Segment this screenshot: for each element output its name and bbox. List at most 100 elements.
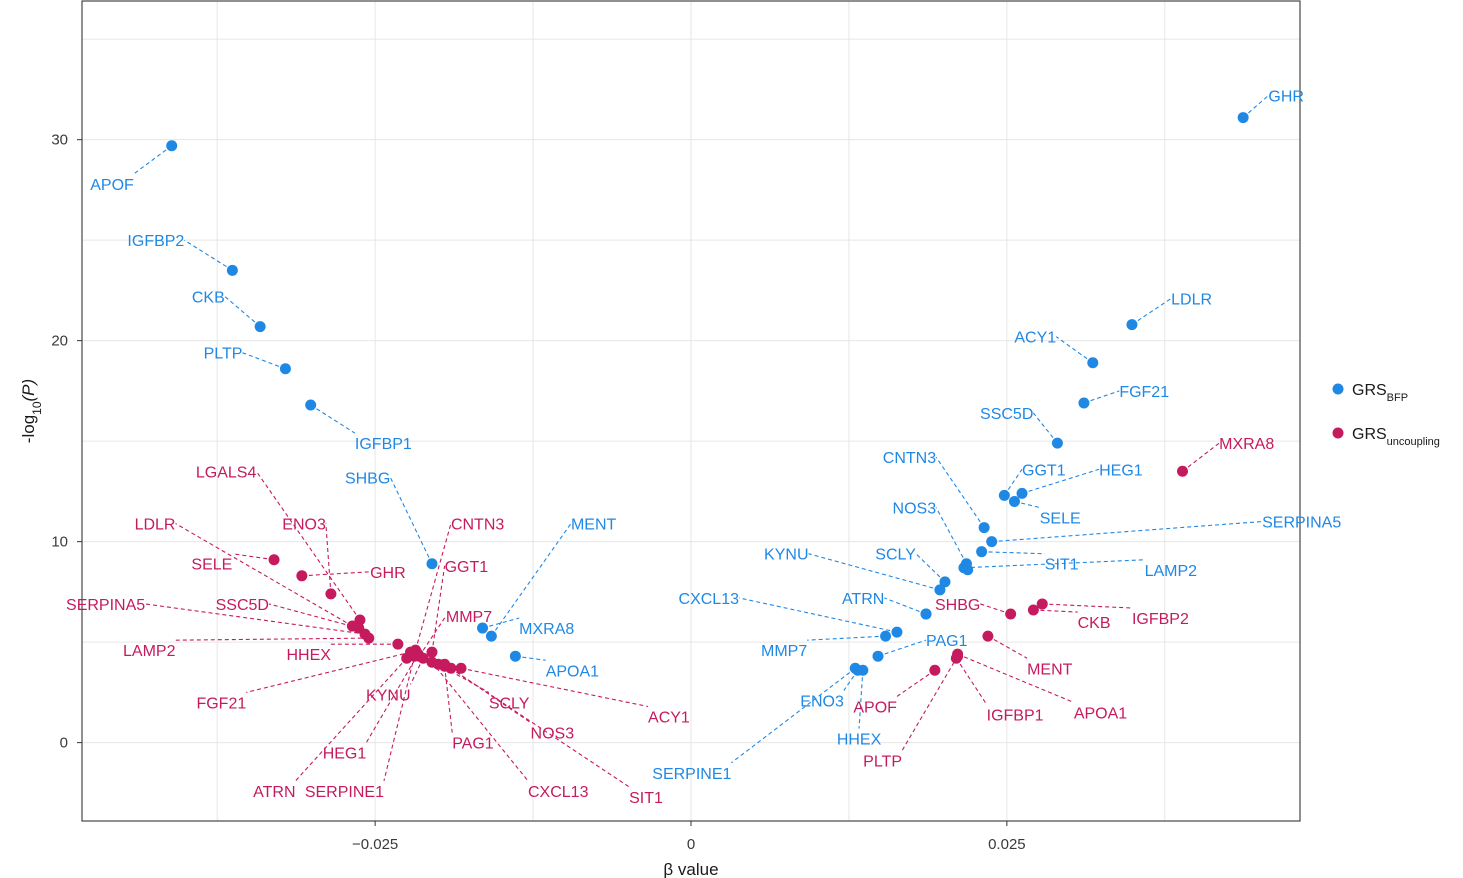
data-point-sele bbox=[268, 554, 280, 566]
point-label-pag1: PAG1 bbox=[926, 633, 968, 650]
connector-line bbox=[255, 470, 361, 621]
point-label-cntn3: CNTN3 bbox=[883, 450, 936, 467]
connector-line bbox=[444, 663, 630, 788]
connector-line bbox=[224, 296, 261, 328]
point-label-serpine1: SERPINE1 bbox=[652, 766, 731, 783]
data-point-ggt1 bbox=[426, 646, 438, 658]
x-tick-label: 0 bbox=[687, 836, 695, 853]
point-label-scly: SCLY bbox=[489, 695, 530, 712]
data-point-cxcl13 bbox=[426, 656, 438, 668]
point-label-cxcl13: CXCL13 bbox=[528, 784, 589, 801]
point-label-apoa1: APOA1 bbox=[546, 663, 599, 680]
connector-line bbox=[987, 635, 1028, 659]
connector-line bbox=[991, 520, 1263, 543]
point-label-hhex: HHEX bbox=[837, 732, 882, 749]
connector-line bbox=[410, 657, 424, 685]
connector-line bbox=[444, 666, 453, 733]
point-label-igfbp2: IGFBP2 bbox=[127, 233, 184, 250]
connector-line bbox=[418, 615, 447, 657]
point-label-igfbp1: IGFBP1 bbox=[355, 436, 412, 453]
connector-line bbox=[915, 553, 946, 583]
point-label-sit1: SIT1 bbox=[629, 790, 663, 807]
point-label-ghr: GHR bbox=[1268, 88, 1304, 105]
point-label-fgf21: FGF21 bbox=[1119, 384, 1169, 401]
data-point-unlabeled bbox=[962, 564, 974, 576]
point-label-serpine1: SERPINE1 bbox=[305, 784, 384, 801]
data-point-apoa1 bbox=[509, 650, 521, 662]
data-point-ggt1 bbox=[998, 489, 1010, 501]
point-label-ment: MENT bbox=[1027, 661, 1073, 678]
point-label-ghr: GHR bbox=[370, 565, 406, 582]
connector-line bbox=[1014, 500, 1040, 509]
point-label-sit1: SIT1 bbox=[1045, 557, 1079, 574]
data-point-sit1 bbox=[439, 658, 451, 670]
point-label-ckb: CKB bbox=[1078, 615, 1111, 632]
connector-line bbox=[383, 656, 415, 781]
connector-line bbox=[935, 507, 967, 565]
connector-line bbox=[145, 603, 366, 635]
connector-line bbox=[896, 669, 936, 697]
data-point-mmp7 bbox=[880, 630, 892, 642]
point-label-pag1: PAG1 bbox=[452, 736, 494, 753]
connector-line bbox=[955, 657, 988, 705]
legend-marker-grs-bfp bbox=[1332, 383, 1344, 395]
connector-line bbox=[460, 667, 649, 708]
connector-line bbox=[980, 603, 1011, 615]
connector-line bbox=[935, 456, 985, 528]
connector-line bbox=[808, 553, 941, 591]
x-axis-title: β value bbox=[663, 860, 718, 878]
data-point-ssc5d bbox=[1051, 437, 1063, 449]
point-label-mxra8: MXRA8 bbox=[519, 621, 574, 638]
y-tick-label: 30 bbox=[51, 132, 68, 149]
data-point-eno3 bbox=[325, 588, 337, 600]
data-point-igfbp2 bbox=[226, 264, 238, 276]
data-point-cxcl13 bbox=[891, 626, 903, 638]
point-label-ggt1: GGT1 bbox=[1022, 462, 1066, 479]
y-axis-ticks: 0 10 20 30 bbox=[51, 132, 82, 752]
data-point-pltp bbox=[279, 363, 291, 375]
connector-line bbox=[310, 404, 356, 434]
point-label-igfbp2: IGFBP2 bbox=[1132, 611, 1189, 628]
data-point-ghr bbox=[296, 570, 308, 582]
connector-line bbox=[431, 661, 529, 782]
connector-line bbox=[389, 477, 433, 564]
point-label-hhex: HHEX bbox=[286, 647, 331, 664]
connector-line bbox=[1182, 442, 1220, 472]
point-label-lamp2: LAMP2 bbox=[123, 643, 176, 660]
data-point-cntn3 bbox=[978, 522, 990, 534]
connector-line bbox=[884, 597, 927, 615]
connector-line bbox=[731, 667, 856, 764]
data-point-scly bbox=[939, 576, 951, 588]
connector-line bbox=[133, 145, 173, 175]
point-label-scly: SCLY bbox=[875, 547, 916, 564]
connector-line bbox=[1003, 468, 1023, 496]
data-point-ckb bbox=[254, 321, 266, 333]
point-label-acy1: ACY1 bbox=[1014, 330, 1056, 347]
data-points bbox=[166, 112, 1249, 676]
connector-line bbox=[246, 651, 411, 693]
point-label-cxcl13: CXCL13 bbox=[679, 591, 740, 608]
data-point-sele bbox=[1008, 495, 1020, 507]
point-label-cntn3: CNTN3 bbox=[451, 517, 504, 534]
connector-line bbox=[268, 603, 359, 629]
data-point-igfbp1 bbox=[305, 399, 317, 411]
connector-line bbox=[232, 553, 275, 561]
data-point-acy1 bbox=[455, 662, 467, 674]
y-axis-title: -log10(P) bbox=[19, 379, 44, 443]
data-point-lamp2 bbox=[363, 632, 375, 644]
data-point-fgf21 bbox=[1078, 397, 1090, 409]
point-label-atrn: ATRN bbox=[253, 784, 295, 801]
legend-label-grs-uncoupling: GRSuncoupling bbox=[1352, 426, 1440, 448]
data-point-kynu bbox=[934, 584, 946, 596]
connector-line bbox=[901, 655, 959, 751]
legend: GRSBFP GRSuncoupling bbox=[1332, 382, 1440, 448]
x-tick-label: 0.025 bbox=[988, 836, 1026, 853]
point-label-nos3: NOS3 bbox=[531, 726, 575, 743]
connector-line bbox=[1033, 609, 1078, 613]
data-point-serpine1 bbox=[849, 662, 861, 674]
point-label-heg1: HEG1 bbox=[323, 746, 367, 763]
data-point-ldlr bbox=[1126, 319, 1138, 331]
point-label-nos3: NOS3 bbox=[893, 500, 937, 517]
point-label-ssc5d: SSC5D bbox=[216, 597, 269, 614]
x-axis-ticks: −0.025 0 0.025 bbox=[352, 821, 1026, 853]
